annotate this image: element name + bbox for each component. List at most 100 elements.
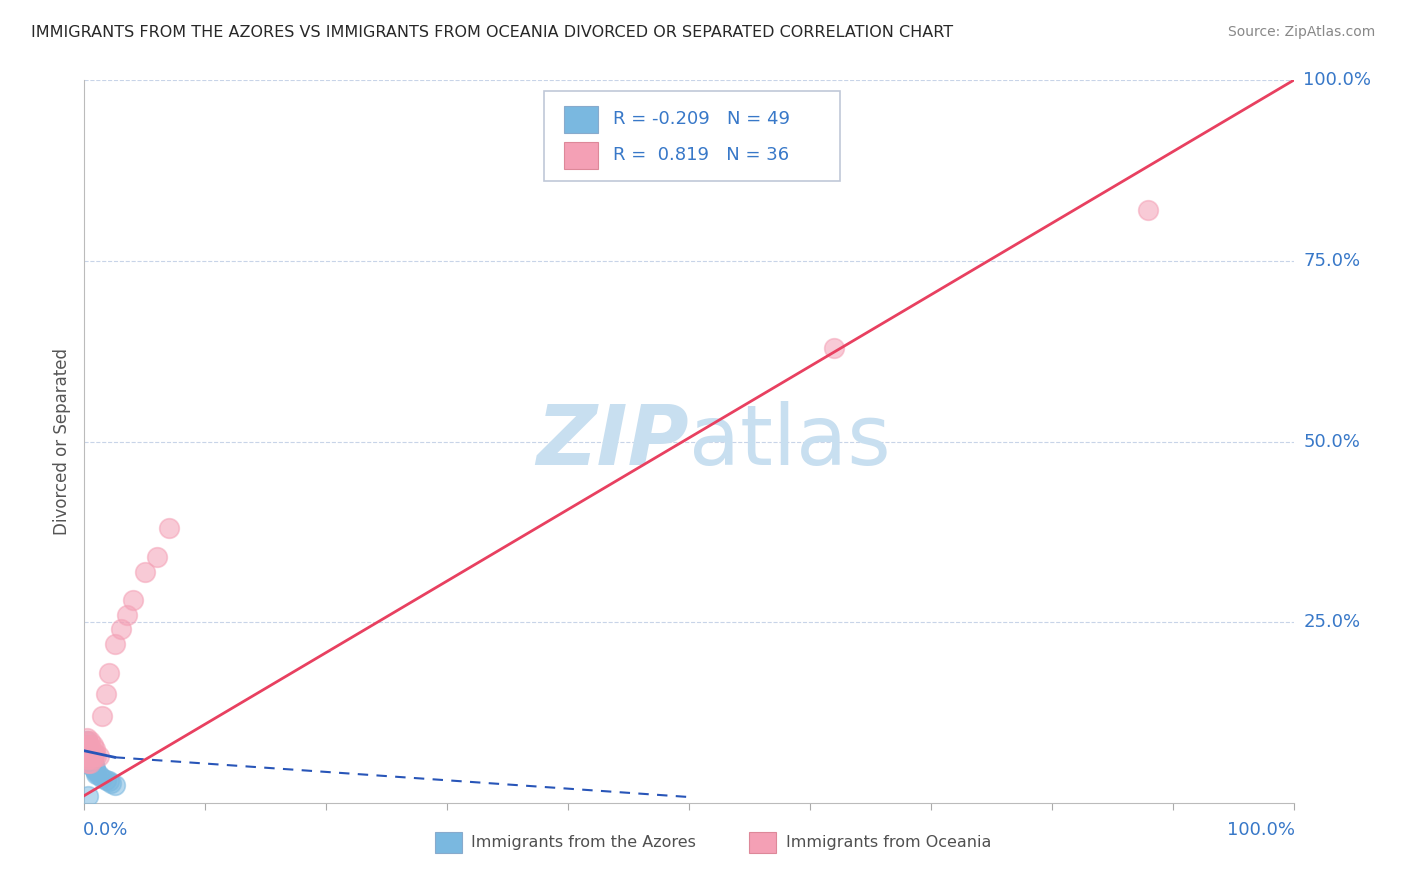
Text: 75.0%: 75.0% bbox=[1303, 252, 1361, 270]
Point bbox=[79, 748, 101, 763]
Point bbox=[79, 756, 101, 770]
Point bbox=[76, 734, 98, 748]
Point bbox=[76, 752, 98, 766]
Point bbox=[75, 745, 97, 759]
Point bbox=[87, 748, 110, 763]
Point bbox=[77, 744, 100, 758]
Point bbox=[83, 748, 105, 763]
Point bbox=[97, 665, 120, 680]
Point bbox=[76, 741, 98, 756]
Point bbox=[82, 738, 104, 752]
Point bbox=[77, 752, 100, 766]
Point bbox=[87, 768, 110, 782]
Point bbox=[79, 756, 101, 770]
Point bbox=[77, 752, 100, 766]
Point bbox=[77, 747, 100, 761]
Point bbox=[79, 754, 101, 768]
Point bbox=[77, 756, 100, 770]
Bar bbox=[564, 105, 599, 133]
Point bbox=[121, 593, 143, 607]
Point bbox=[77, 745, 100, 759]
Point bbox=[75, 748, 97, 763]
Point bbox=[77, 752, 100, 766]
Point bbox=[1137, 203, 1160, 218]
Point bbox=[84, 764, 107, 778]
Point bbox=[83, 745, 105, 759]
Point bbox=[157, 521, 180, 535]
Point bbox=[77, 754, 100, 768]
Text: Immigrants from the Azores: Immigrants from the Azores bbox=[471, 835, 696, 850]
Point bbox=[86, 765, 108, 780]
Point bbox=[77, 789, 100, 803]
Point bbox=[77, 745, 100, 759]
Point bbox=[100, 775, 122, 789]
Point bbox=[80, 752, 103, 766]
Point bbox=[82, 756, 104, 770]
Point bbox=[79, 741, 101, 756]
Point bbox=[76, 731, 98, 745]
Point bbox=[75, 752, 97, 766]
Point bbox=[104, 637, 127, 651]
Point bbox=[77, 738, 100, 752]
Bar bbox=[434, 832, 461, 853]
Point bbox=[76, 745, 98, 759]
Text: R =  0.819   N = 36: R = 0.819 N = 36 bbox=[613, 146, 789, 164]
Point bbox=[76, 734, 98, 748]
Point bbox=[77, 756, 100, 770]
Point bbox=[104, 778, 127, 792]
Point bbox=[84, 761, 107, 775]
Point bbox=[115, 607, 138, 622]
Point bbox=[82, 752, 104, 766]
Point bbox=[77, 741, 100, 756]
Point bbox=[83, 761, 105, 775]
Point bbox=[94, 687, 117, 701]
Point bbox=[91, 771, 114, 785]
Point bbox=[76, 748, 98, 763]
FancyBboxPatch shape bbox=[544, 91, 841, 181]
Text: R = -0.209   N = 49: R = -0.209 N = 49 bbox=[613, 111, 790, 128]
Point bbox=[76, 756, 98, 770]
Point bbox=[146, 550, 169, 565]
Text: 0.0%: 0.0% bbox=[83, 821, 128, 838]
Text: 25.0%: 25.0% bbox=[1303, 613, 1361, 632]
Point bbox=[77, 748, 100, 763]
Point bbox=[84, 741, 107, 756]
Point bbox=[76, 745, 98, 759]
Text: Source: ZipAtlas.com: Source: ZipAtlas.com bbox=[1227, 25, 1375, 39]
Point bbox=[77, 741, 100, 756]
Point bbox=[77, 745, 100, 759]
Bar bbox=[749, 832, 776, 853]
Point bbox=[79, 734, 101, 748]
Bar bbox=[564, 142, 599, 169]
Point bbox=[134, 565, 156, 579]
Point bbox=[77, 751, 100, 765]
Point bbox=[80, 745, 103, 759]
Point bbox=[110, 623, 132, 637]
Point bbox=[75, 748, 97, 763]
Point bbox=[91, 709, 114, 723]
Point bbox=[76, 747, 98, 761]
Point bbox=[75, 741, 97, 756]
Point bbox=[77, 748, 100, 763]
Point bbox=[83, 758, 105, 772]
Point bbox=[82, 754, 104, 768]
Point bbox=[823, 341, 845, 355]
Point bbox=[94, 772, 117, 787]
Y-axis label: Divorced or Separated: Divorced or Separated bbox=[53, 348, 72, 535]
Point bbox=[80, 748, 103, 763]
Text: ZIP: ZIP bbox=[536, 401, 689, 482]
Point bbox=[82, 760, 104, 774]
Text: 50.0%: 50.0% bbox=[1303, 433, 1360, 450]
Point bbox=[80, 758, 103, 772]
Text: atlas: atlas bbox=[689, 401, 890, 482]
Text: 100.0%: 100.0% bbox=[1303, 71, 1371, 89]
Point bbox=[76, 738, 98, 752]
Point bbox=[75, 738, 97, 752]
Point bbox=[77, 748, 100, 763]
Text: IMMIGRANTS FROM THE AZORES VS IMMIGRANTS FROM OCEANIA DIVORCED OR SEPARATED CORR: IMMIGRANTS FROM THE AZORES VS IMMIGRANTS… bbox=[31, 25, 953, 40]
Point bbox=[79, 752, 101, 766]
Point bbox=[76, 752, 98, 766]
Point bbox=[86, 767, 108, 781]
Point bbox=[75, 756, 97, 770]
Point bbox=[77, 756, 100, 770]
